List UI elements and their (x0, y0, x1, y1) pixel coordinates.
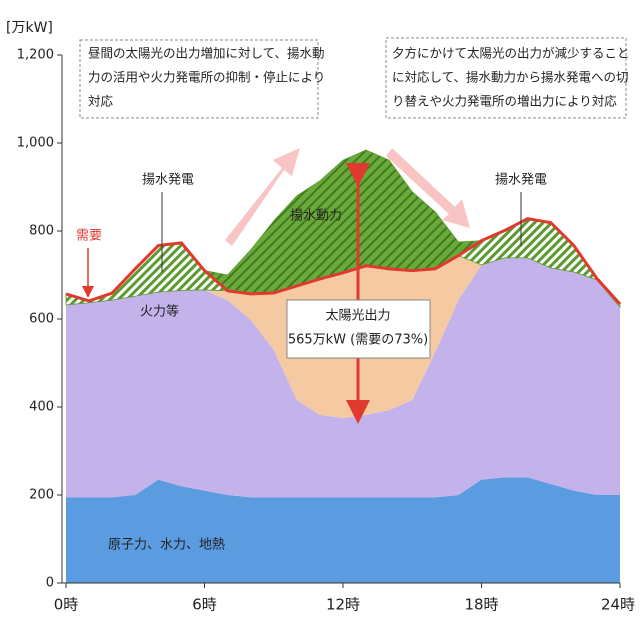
demand-label: 需要 (76, 229, 102, 244)
annotation-box (385, 37, 627, 119)
area (66, 257, 620, 498)
annotation: り替えや火力発電所の増出力により対応 (392, 94, 617, 109)
series-label: 太陽光出力 (325, 309, 390, 324)
series-label: 揚水発電 (495, 172, 547, 188)
x-tick-label: 24時 (601, 596, 635, 614)
annotation: 力の活用や火力発電所の抑制・停止により (88, 70, 325, 85)
y-tick-label: 1,200 (17, 48, 54, 63)
series-label: 揚水発電 (142, 172, 194, 188)
arrow-down (386, 148, 470, 228)
annotation: に対応して、揚水動力から揚水発電への切 (392, 70, 629, 85)
decorations (79, 37, 627, 424)
series-label: 火力等 (140, 304, 179, 320)
areas (65, 149, 622, 583)
x-tick-label: 6時 (192, 596, 217, 614)
y-tick-label: 800 (29, 224, 54, 239)
y-tick-label: 0 (46, 576, 54, 591)
annotation: 対応 (88, 94, 114, 109)
area (66, 477, 620, 583)
annotation-box (79, 39, 319, 119)
series-label: 原子力、水力、地熱 (108, 538, 225, 553)
arrow-up (225, 148, 300, 246)
x-tick-label: 0時 (54, 596, 79, 614)
y-tick-label: 600 (29, 312, 54, 327)
y-tick-label: 200 (29, 488, 54, 503)
annotation: 昼間の太陽光の出力増加に対して、揚水動 (88, 46, 325, 61)
annotation: 夕方にかけて太陽光の出力が減少すること (392, 46, 630, 61)
x-tick-label: 12時 (326, 596, 360, 614)
x-tick-label: 18時 (464, 596, 498, 614)
series-label: 揚水動力 (290, 208, 342, 224)
y-tick-label: 400 (29, 400, 54, 415)
callout-box (286, 299, 431, 359)
demand-line (65, 217, 622, 306)
y-tick-label: 1,000 (17, 136, 54, 151)
callout: 565万kW (需要の73%) (288, 333, 428, 348)
y-unit: [万kW] (6, 20, 53, 36)
